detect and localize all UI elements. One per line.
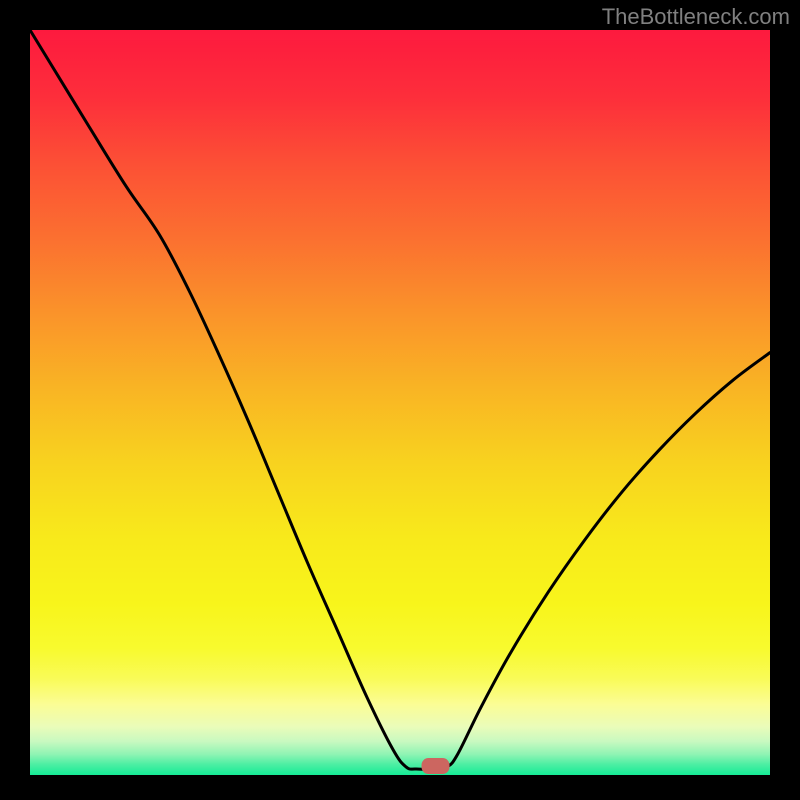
- chart-svg: [30, 30, 770, 775]
- watermark-text: TheBottleneck.com: [602, 4, 790, 30]
- optimum-marker: [422, 758, 450, 774]
- chart-background: [30, 30, 770, 775]
- bottleneck-chart: [30, 30, 770, 775]
